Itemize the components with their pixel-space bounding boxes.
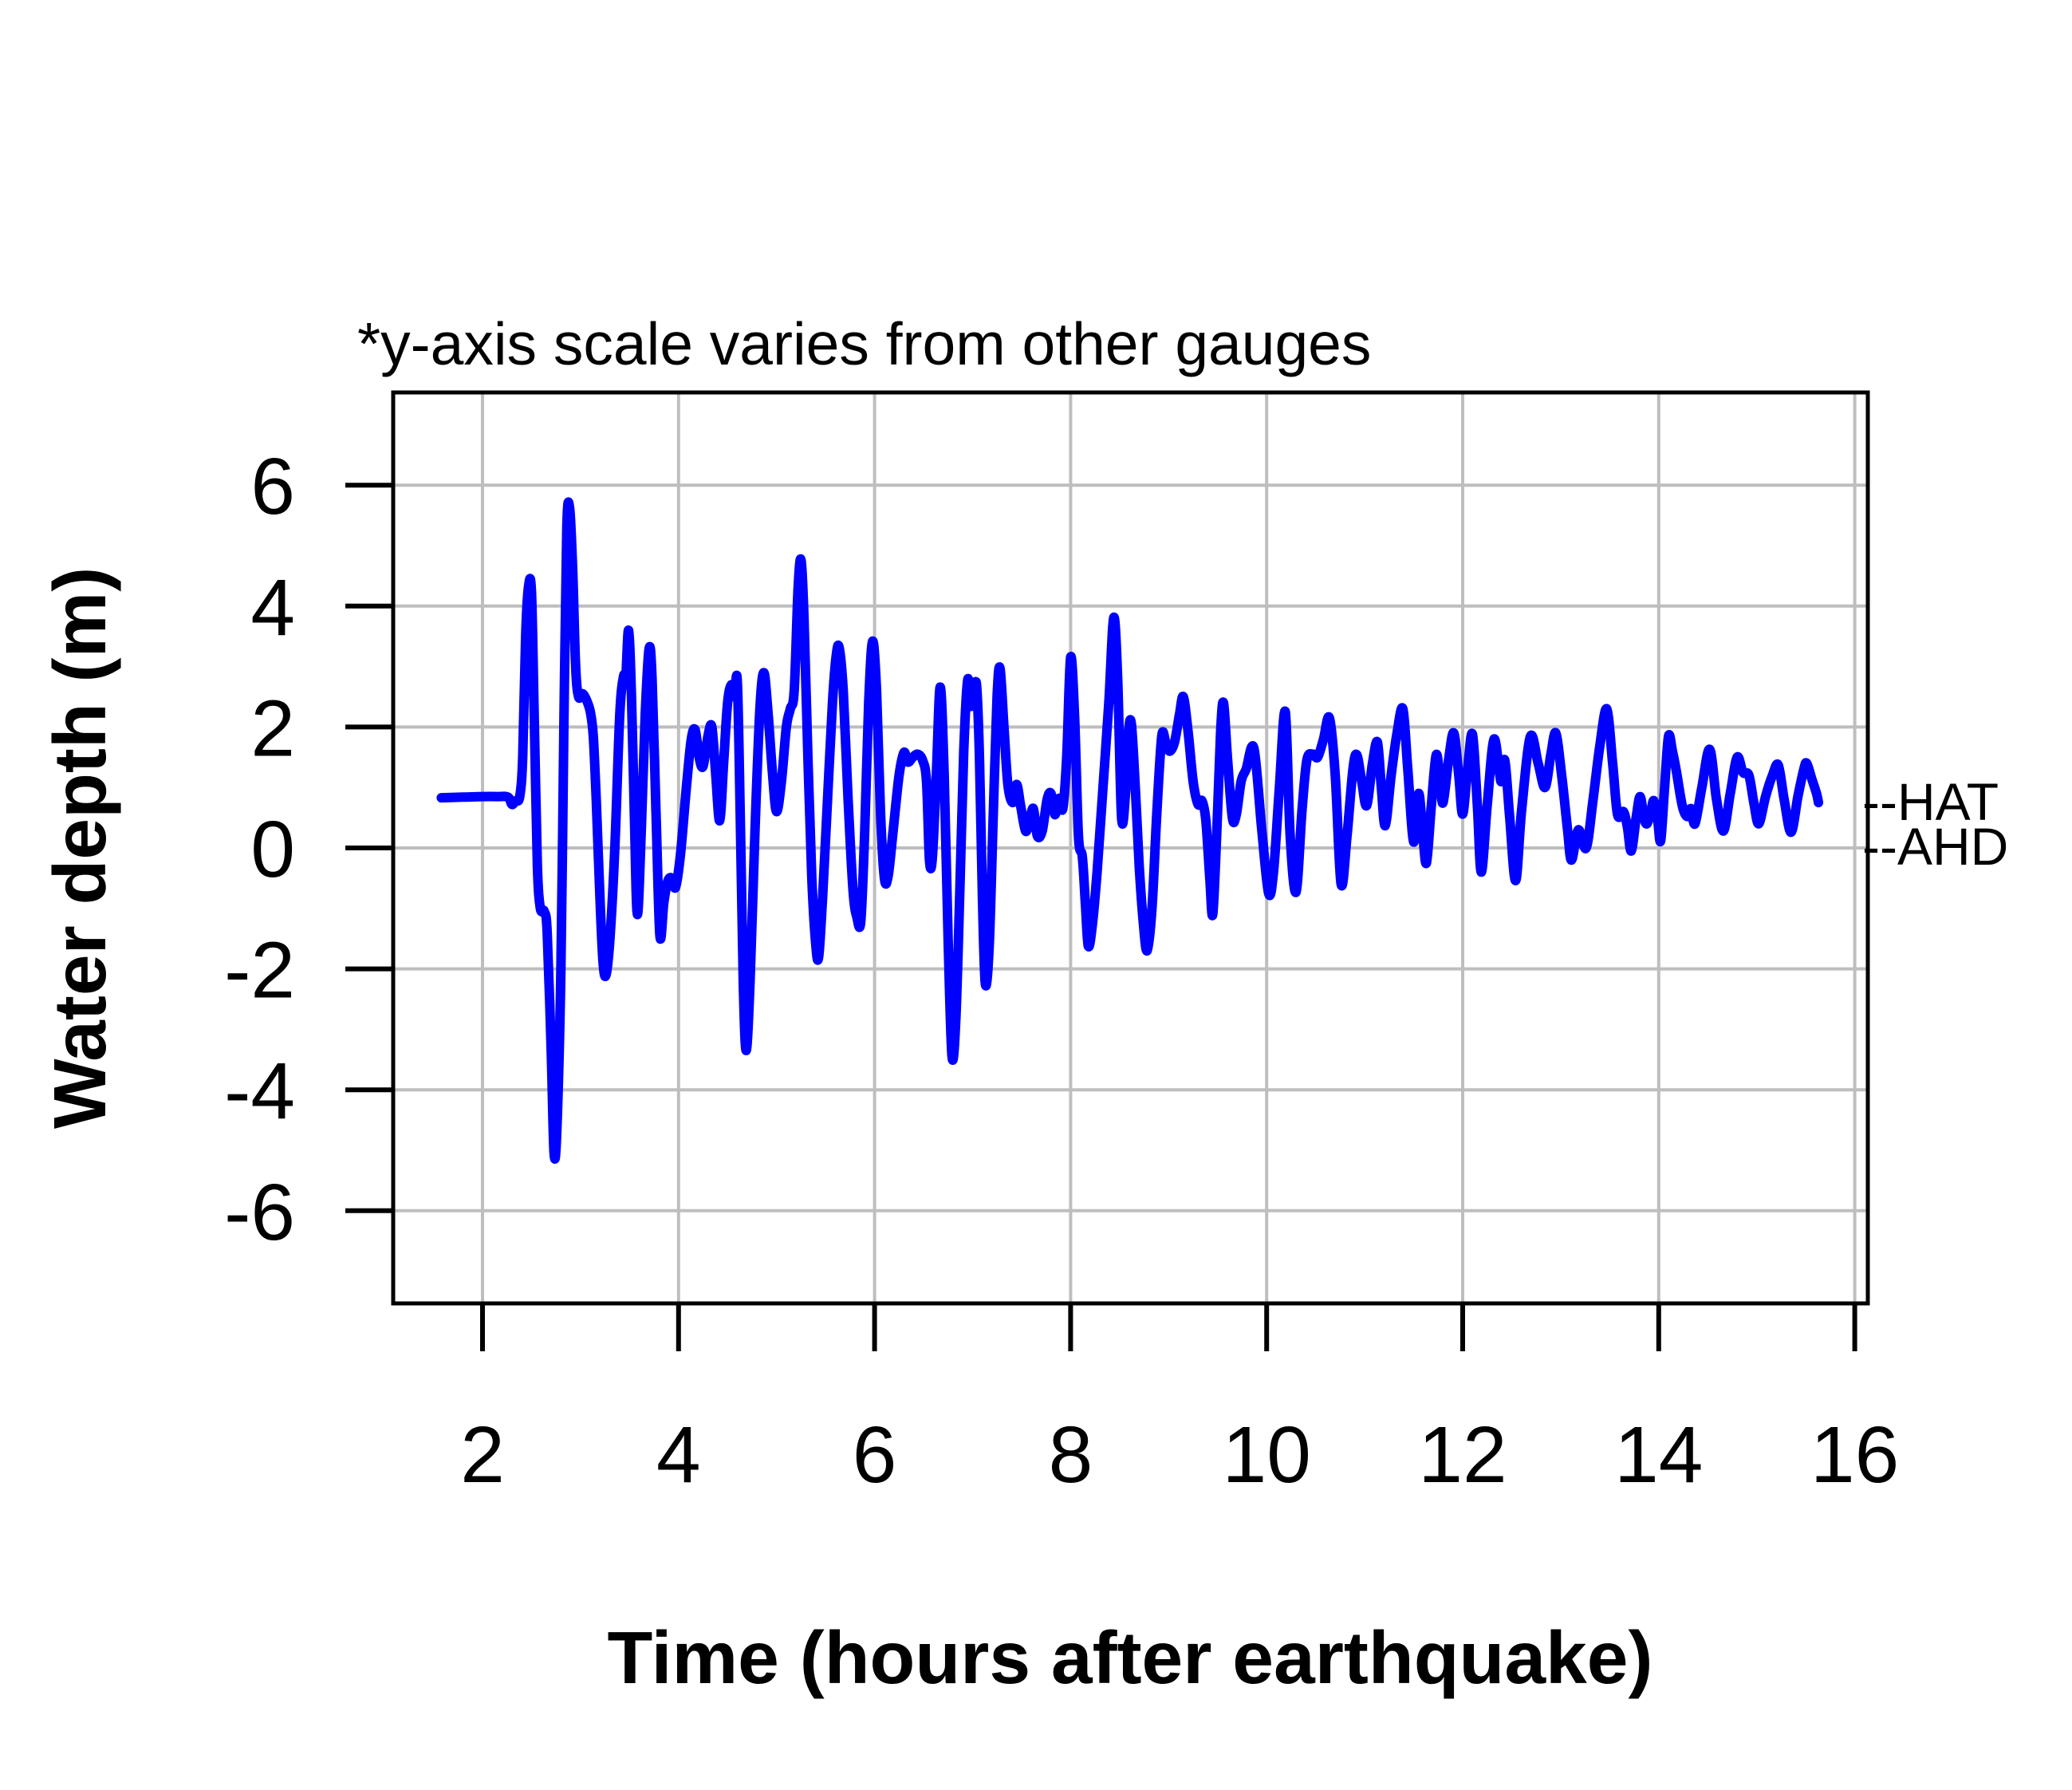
chart-annotation: *y-axis scale varies from other gauges	[357, 310, 1371, 377]
x-tick-label: 6	[853, 1410, 897, 1500]
ahd-label: --AHD	[1862, 817, 2008, 876]
x-tick-label: 12	[1418, 1410, 1507, 1500]
y-tick-label: 2	[250, 684, 295, 773]
x-axis-title: Time (hours after earthquake)	[608, 1616, 1653, 1699]
hat-label: --HAT	[1862, 772, 1999, 831]
y-tick-label: 4	[250, 563, 295, 653]
x-tick-label: 10	[1223, 1410, 1311, 1500]
y-tick-label: -2	[224, 926, 295, 1015]
y-tick-label: -6	[224, 1168, 295, 1257]
reference-label-layer: --HAT--AHD	[1862, 772, 2008, 876]
y-tick-label: 0	[250, 805, 295, 894]
y-axis-title: Water depth (m)	[38, 567, 121, 1129]
x-tick-label: 4	[656, 1410, 701, 1500]
y-tick-label: 6	[250, 442, 295, 531]
y-tick-label: -4	[224, 1047, 295, 1136]
series-layer	[436, 497, 1824, 1164]
x-tick-label: 14	[1614, 1410, 1703, 1500]
x-tick-label: 8	[1049, 1410, 1093, 1500]
tick-layer: 2 4 6 8 10 12 14 16 -6 -4 -2 0 2 4 6	[224, 442, 1899, 1500]
x-tick-label: 2	[460, 1410, 505, 1500]
water-depth-line	[436, 497, 1824, 1164]
x-tick-label: 16	[1810, 1410, 1899, 1500]
